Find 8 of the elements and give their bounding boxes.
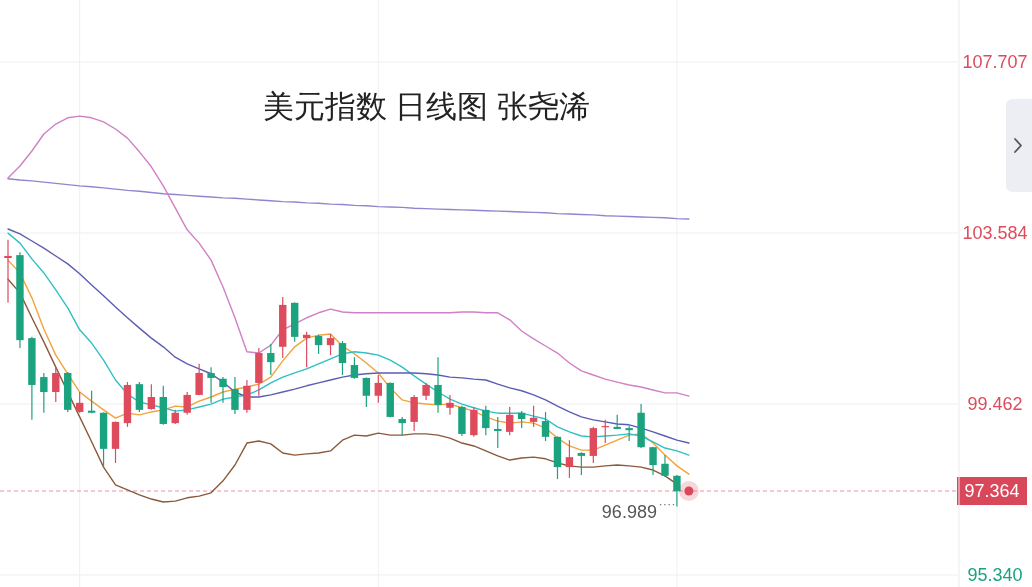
y-tick-label: 99.462	[967, 393, 1023, 414]
text: 美元指数 日线图 张尧浠	[262, 88, 590, 124]
y-tick-label: 95.340	[967, 564, 1023, 585]
ref-label: 97.364	[957, 477, 1027, 505]
y-tick-label: 107.707	[962, 51, 1028, 72]
annotation: 96.989	[601, 501, 657, 522]
y-tick-label: 103.584	[962, 222, 1028, 243]
ref-line-label: 97.364	[964, 481, 1020, 502]
